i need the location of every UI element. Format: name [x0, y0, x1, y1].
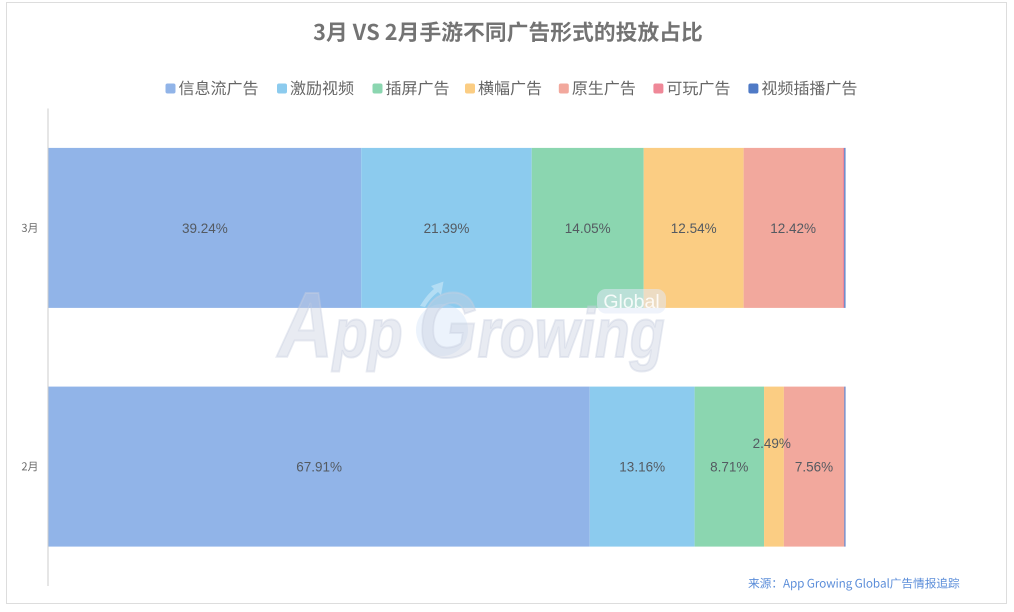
svg-text:67.91%: 67.91% [296, 459, 342, 474]
svg-text:39.24%: 39.24% [182, 221, 228, 236]
svg-text:2.49%: 2.49% [753, 436, 791, 451]
svg-text:7.56%: 7.56% [795, 459, 833, 474]
svg-text:Global: Global [603, 291, 659, 313]
svg-text:13.16%: 13.16% [619, 459, 665, 474]
svg-text:8.71%: 8.71% [710, 459, 748, 474]
svg-text:21.39%: 21.39% [424, 221, 470, 236]
svg-text:App Growing: App Growing [276, 273, 664, 377]
svg-text:12.54%: 12.54% [671, 221, 717, 236]
svg-text:12.42%: 12.42% [770, 221, 816, 236]
svg-text:14.05%: 14.05% [565, 221, 611, 236]
